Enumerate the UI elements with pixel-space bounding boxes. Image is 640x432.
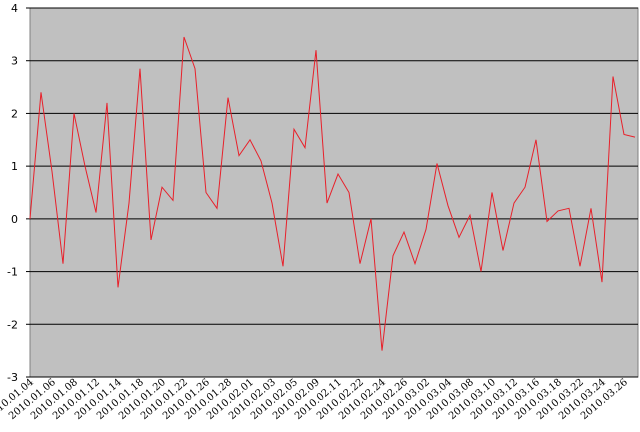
y-tick-label: -1: [7, 266, 18, 279]
y-tick-label: -2: [7, 318, 18, 331]
y-tick-label: 0: [11, 213, 18, 226]
y-tick-label: 1: [11, 160, 18, 173]
line: [29, 36, 636, 351]
plot-area: [29, 7, 639, 378]
y-tick-label: 4: [11, 2, 18, 15]
y-tick-label: -3: [7, 371, 18, 384]
y-tick-label: 2: [11, 107, 18, 120]
y-tick-label: 3: [11, 55, 18, 68]
